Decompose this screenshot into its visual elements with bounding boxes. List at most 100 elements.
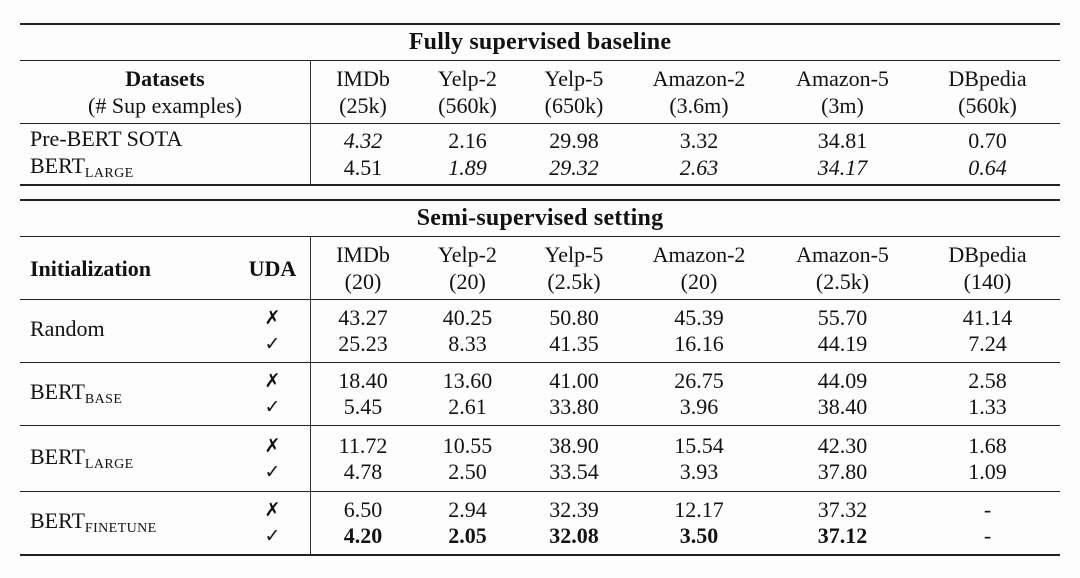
value-cell: 12.17 3.50: [628, 492, 770, 554]
value: 4.78: [343, 458, 383, 484]
value: 18.40: [338, 368, 388, 393]
value-cell: 4.32 4.51: [310, 124, 415, 184]
value: 1.89: [448, 155, 487, 180]
baseline-row-labels: Pre-BERT SOTA BERTLARGE: [20, 124, 310, 184]
value: 50.80: [549, 305, 599, 330]
value: 4.32: [343, 128, 383, 153]
fully-supervised-title: Fully supervised baseline: [408, 29, 672, 55]
uda-header-cell: UDA: [235, 237, 310, 299]
uda-cross-icon: ✗: [264, 307, 281, 329]
value: 15.54: [674, 432, 724, 458]
column-header-dbpedia: DBpedia (560k): [915, 61, 1060, 123]
value: 37.12: [817, 523, 868, 548]
value: 44.09: [817, 368, 868, 393]
fully-supervised-body: Pre-BERT SOTA BERTLARGE 4.32 4.51 2.16 1…: [20, 124, 1060, 184]
group-bert-large: BERTLARGE ✗ ✓ 11.72 4.78 10.55 2.50 38.9…: [20, 426, 1060, 492]
fully-supervised-table: Fully supervised baseline Datasets (# Su…: [20, 23, 1060, 186]
fully-supervised-header-row: Datasets (# Sup examples) IMDb (25k) Yel…: [20, 61, 1060, 124]
row-label-bert-large: BERTLARGE: [30, 152, 134, 183]
value: 38.40: [817, 394, 868, 419]
column-count: (20): [449, 269, 486, 294]
uda-check-icon: ✓: [264, 460, 281, 483]
column-count: (560k): [438, 93, 497, 118]
value: 26.75: [674, 368, 724, 393]
group-label-random: Random: [30, 316, 105, 346]
column-count: (2.5k): [815, 269, 870, 294]
column-header-imdb: IMDb (25k): [310, 61, 415, 123]
column-name: Yelp-2: [438, 242, 497, 267]
column-name: IMDb: [336, 66, 390, 91]
column-name: Yelp-2: [438, 66, 497, 91]
row-label-subscript: LARGE: [84, 166, 134, 181]
value: 41.14: [962, 305, 1013, 330]
value: -: [983, 523, 992, 548]
group-label-cell: BERTLARGE: [20, 426, 235, 491]
group-random: Random ✗ ✓ 43.27 25.23 40.25 8.33 50.80 …: [20, 300, 1060, 363]
value-cell: 3.32 2.63: [628, 124, 770, 184]
group-label-subscript: LARGE: [84, 456, 134, 472]
value-cell: 41.14 7.24: [915, 300, 1060, 362]
value: 4.20: [343, 523, 383, 548]
uda-marks-cell: ✗ ✓: [235, 300, 310, 362]
value: 1.09: [968, 458, 1007, 484]
uda-marks-cell: ✗ ✓: [235, 492, 310, 554]
column-name: DBpedia: [948, 66, 1027, 91]
column-count: (140): [963, 269, 1012, 294]
uda-check-icon: ✓: [264, 333, 281, 355]
column-count: (20): [680, 269, 718, 294]
value: 55.70: [817, 305, 868, 330]
column-count: (3m): [821, 93, 864, 118]
value: 29.32: [549, 155, 599, 180]
column-name: Amazon-2: [652, 242, 746, 267]
value: 43.27: [338, 305, 388, 330]
value: 7.24: [968, 331, 1007, 356]
group-label-bert-finetune: BERTFINETUNE: [30, 508, 157, 538]
column-name: Amazon-5: [796, 66, 889, 91]
value: 5.45: [343, 394, 383, 419]
column-header-amazon2: Amazon-2 (3.6m): [628, 61, 770, 123]
column-header-amazon5: Amazon-5 (2.5k): [770, 237, 915, 299]
column-header-yelp2: Yelp-2 (20): [415, 237, 520, 299]
value-cell: 1.68 1.09: [915, 426, 1060, 491]
value: 0.70: [968, 128, 1007, 153]
datasets-header-cell: Datasets (# Sup examples): [20, 61, 310, 123]
value: 3.32: [679, 128, 719, 153]
group-label-subscript: FINETUNE: [84, 521, 157, 536]
group-label-cell: Random: [20, 300, 235, 362]
group-label-base: BERT: [30, 443, 85, 469]
semi-supervised-title: Semi-supervised setting: [416, 205, 664, 231]
column-name: Yelp-5: [544, 242, 604, 267]
group-label-base: BERT: [30, 508, 85, 533]
value: 10.55: [442, 432, 493, 458]
value-cell: 2.16 1.89: [415, 124, 520, 184]
value-cell: 10.55 2.50: [415, 426, 520, 491]
value: 38.90: [549, 432, 599, 458]
column-name: DBpedia: [948, 242, 1027, 267]
value: 8.33: [448, 331, 487, 356]
value: 11.72: [338, 432, 388, 458]
value-cell: 34.81 34.17: [770, 124, 915, 184]
value: 6.50: [343, 497, 383, 522]
column-header-yelp5: Yelp-5 (2.5k): [520, 237, 628, 299]
value-cell: 37.32 37.12: [770, 492, 915, 554]
value: 0.64: [968, 155, 1007, 180]
group-label-subscript: BASE: [84, 392, 123, 407]
column-count: (2.5k): [547, 269, 601, 294]
value: 13.60: [442, 368, 493, 393]
value: 37.80: [817, 458, 868, 484]
value-cell: 26.75 3.96: [628, 363, 770, 425]
value-cell: 18.40 5.45: [310, 363, 415, 425]
value-cell: 11.72 4.78: [310, 426, 415, 491]
value-cell: 55.70 44.19: [770, 300, 915, 362]
semi-supervised-title-row: Semi-supervised setting: [20, 201, 1060, 237]
value-cell: 50.80 41.35: [520, 300, 628, 362]
group-bert-finetune: BERTFINETUNE ✗ ✓ 6.50 4.20 2.94 2.05 32.…: [20, 492, 1060, 554]
initialization-header: Initialization: [30, 255, 152, 281]
group-label-bert-base: BERTBASE: [30, 379, 122, 409]
column-header-amazon5: Amazon-5 (3m): [770, 61, 915, 123]
value-cell: 43.27 25.23: [310, 300, 415, 362]
fully-supervised-title-row: Fully supervised baseline: [20, 25, 1060, 61]
value: 32.39: [549, 497, 599, 522]
value: 1.33: [968, 394, 1007, 419]
value: 2.16: [448, 128, 487, 153]
